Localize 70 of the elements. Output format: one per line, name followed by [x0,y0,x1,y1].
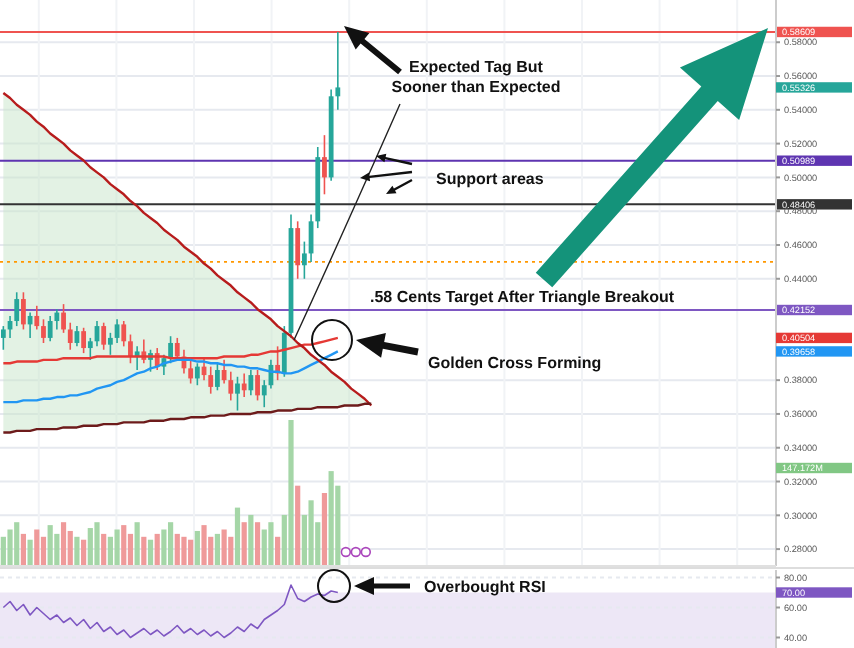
candlestick [235,375,240,412]
bar [221,529,227,566]
bar [308,500,314,566]
bar [154,533,160,566]
bar [201,525,207,566]
bar [121,525,127,566]
bar [147,539,154,566]
bar [114,529,120,566]
bar [248,514,254,566]
bar [328,471,334,566]
annotation: Support areas [436,170,545,188]
bar [261,529,267,566]
bar [167,522,174,566]
bar [141,536,147,566]
candlestick [81,326,87,354]
candlestick [121,320,127,348]
bar [234,507,241,566]
line-series [2,402,373,434]
bar [321,493,328,566]
candlestick [67,321,73,351]
bar [194,530,200,566]
bar [20,533,27,566]
annotation: .58 Cents Target After Triangle Breakout [370,288,675,306]
bar [295,485,301,566]
annotation: Golden Cross Forming [428,354,602,372]
candlestick [168,335,173,365]
bar [14,522,20,566]
candlestick [208,365,214,395]
annotation: Overbought RSI [424,578,546,596]
candlestick [34,305,40,331]
candlestick [47,315,53,343]
candlestick [255,369,260,402]
bar [107,536,113,566]
bar [27,539,33,566]
bar [7,529,13,566]
bar [254,522,261,566]
bar [40,536,47,566]
candlestick [295,220,301,280]
candlestick [248,369,254,397]
bar [268,522,274,566]
bar [161,529,167,566]
bar [0,536,6,566]
candlestick [101,321,107,351]
bar [134,522,140,566]
bar [94,522,100,566]
bar [241,522,247,566]
bar [54,533,60,566]
candlestick [21,291,26,331]
candlestick [27,311,33,339]
candlestick [241,372,247,398]
bar [34,529,40,566]
bar [228,536,234,566]
bar [275,536,281,566]
bar [214,533,221,566]
bar [174,533,180,566]
bar [288,420,294,566]
bar [81,539,87,566]
candlestick [194,362,200,387]
candlestick [322,134,327,196]
bar [67,530,73,566]
bar [60,522,67,566]
bar [181,536,187,566]
bar [127,533,134,566]
bar [87,528,93,566]
bar [188,539,194,566]
bar [47,525,53,566]
bar [74,536,80,566]
annotation: Expected Tag But Sooner than Expected [391,58,561,96]
bar [101,533,107,566]
candlestick [215,362,220,392]
